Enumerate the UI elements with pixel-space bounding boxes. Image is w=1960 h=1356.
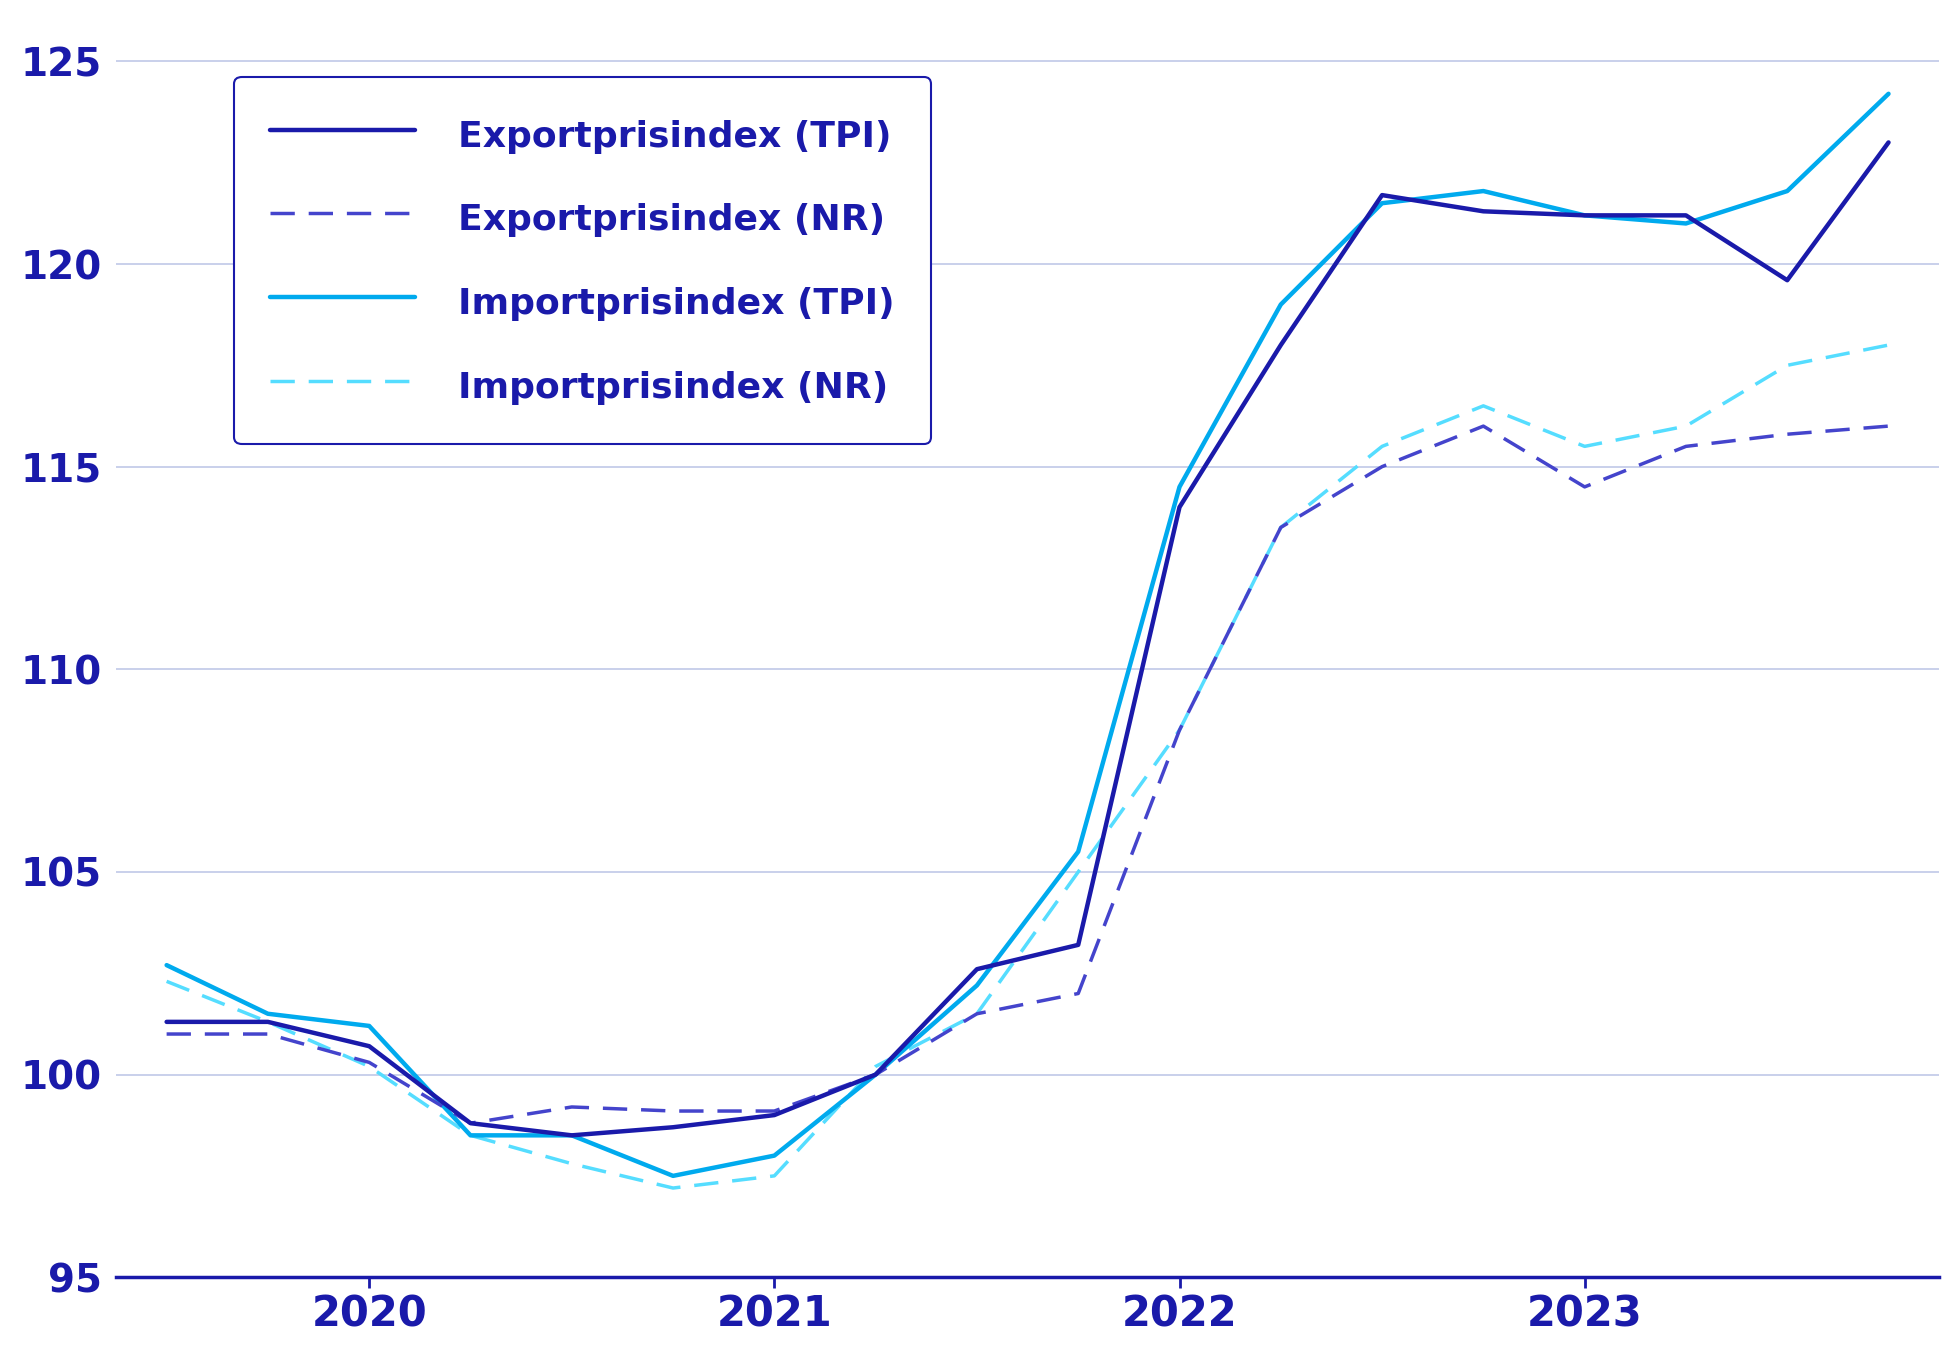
Importprisindex (NR) [257,1014,280,1031]
Importprisindex (TPI) [864,1066,888,1082]
Legend: Exportprisindex (TPI), Exportprisindex (NR), Importprisindex (TPI), Importprisin: Exportprisindex (TPI), Exportprisindex (… [235,76,931,445]
Importprisindex (NR) [762,1168,786,1184]
Line: Exportprisindex (TPI): Exportprisindex (TPI) [167,142,1889,1135]
Importprisindex (NR) [864,1058,888,1074]
Exportprisindex (TPI) [1472,203,1495,220]
Importprisindex (NR) [357,1058,380,1074]
Importprisindex (TPI) [1776,183,1799,199]
Exportprisindex (NR) [1268,519,1292,536]
Importprisindex (NR) [1572,438,1595,454]
Exportprisindex (TPI) [661,1119,684,1135]
Exportprisindex (NR) [964,1006,988,1022]
Exportprisindex (TPI) [1776,273,1799,289]
Exportprisindex (NR) [1472,418,1495,434]
Importprisindex (NR) [155,974,178,990]
Importprisindex (TPI) [1370,195,1394,212]
Importprisindex (NR) [561,1155,584,1172]
Exportprisindex (TPI) [1674,207,1697,224]
Exportprisindex (NR) [1674,438,1697,454]
Exportprisindex (NR) [257,1026,280,1043]
Exportprisindex (TPI) [762,1106,786,1123]
Importprisindex (NR) [661,1180,684,1196]
Importprisindex (NR) [1066,864,1090,880]
Exportprisindex (TPI) [864,1066,888,1082]
Importprisindex (TPI) [257,1006,280,1022]
Line: Importprisindex (TPI): Importprisindex (TPI) [167,94,1889,1176]
Importprisindex (TPI) [964,978,988,994]
Exportprisindex (NR) [1066,986,1090,1002]
Importprisindex (NR) [1878,336,1901,353]
Importprisindex (TPI) [1268,297,1292,313]
Exportprisindex (NR) [864,1066,888,1082]
Exportprisindex (NR) [661,1102,684,1119]
Exportprisindex (TPI) [357,1039,380,1055]
Exportprisindex (TPI) [459,1115,482,1131]
Exportprisindex (TPI) [257,1014,280,1031]
Importprisindex (TPI) [661,1168,684,1184]
Importprisindex (TPI) [1066,843,1090,860]
Exportprisindex (TPI) [155,1014,178,1031]
Exportprisindex (NR) [357,1054,380,1070]
Exportprisindex (TPI) [964,961,988,978]
Exportprisindex (NR) [561,1098,584,1115]
Exportprisindex (NR) [1370,458,1394,475]
Importprisindex (NR) [1776,357,1799,373]
Importprisindex (NR) [1268,519,1292,536]
Importprisindex (TPI) [1168,479,1192,495]
Exportprisindex (NR) [1168,721,1192,738]
Importprisindex (NR) [1674,418,1697,434]
Importprisindex (TPI) [1878,85,1901,102]
Exportprisindex (TPI) [1066,937,1090,953]
Exportprisindex (TPI) [1268,336,1292,353]
Exportprisindex (NR) [459,1115,482,1131]
Exportprisindex (TPI) [1370,187,1394,203]
Importprisindex (TPI) [762,1147,786,1163]
Importprisindex (TPI) [357,1018,380,1035]
Exportprisindex (NR) [1572,479,1595,495]
Exportprisindex (NR) [155,1026,178,1043]
Exportprisindex (TPI) [1572,207,1595,224]
Exportprisindex (TPI) [561,1127,584,1143]
Line: Importprisindex (NR): Importprisindex (NR) [167,344,1889,1188]
Importprisindex (NR) [1168,721,1192,738]
Exportprisindex (NR) [1878,418,1901,434]
Exportprisindex (NR) [762,1102,786,1119]
Importprisindex (NR) [964,1006,988,1022]
Importprisindex (NR) [459,1127,482,1143]
Exportprisindex (NR) [1776,426,1799,442]
Line: Exportprisindex (NR): Exportprisindex (NR) [167,426,1889,1123]
Importprisindex (TPI) [561,1127,584,1143]
Exportprisindex (TPI) [1878,134,1901,151]
Exportprisindex (TPI) [1168,499,1192,515]
Importprisindex (TPI) [155,957,178,974]
Importprisindex (TPI) [1572,207,1595,224]
Importprisindex (TPI) [1472,183,1495,199]
Importprisindex (NR) [1472,397,1495,414]
Importprisindex (TPI) [1674,216,1697,232]
Importprisindex (TPI) [459,1127,482,1143]
Importprisindex (NR) [1370,438,1394,454]
